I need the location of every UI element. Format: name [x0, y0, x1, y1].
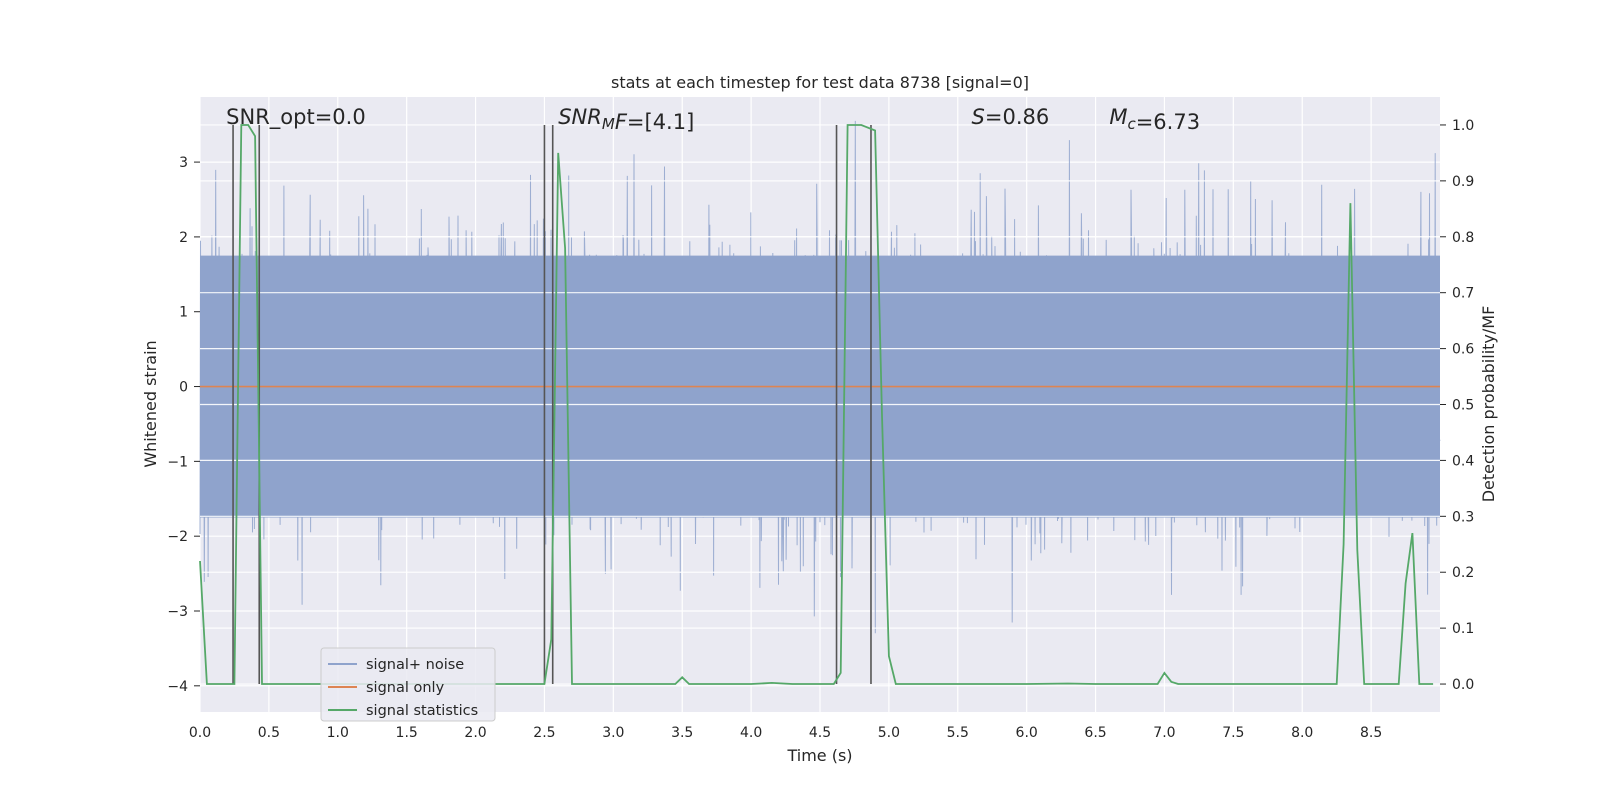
x-tick-label: 1.5	[396, 725, 418, 741]
x-tick-label: 3.5	[671, 725, 693, 741]
x-tick-label: 5.5	[947, 725, 969, 741]
y-left-tick-label: −3	[167, 604, 188, 620]
x-tick-label: 5.0	[878, 725, 900, 741]
y-axis-left-title: Whitened strain	[141, 340, 160, 467]
y-right-tick-label: 0.9	[1452, 174, 1474, 190]
x-tick-label: 0.0	[189, 725, 211, 741]
y-right-tick-label: 0.6	[1452, 342, 1474, 358]
y-right-tick-label: 0.7	[1452, 286, 1474, 302]
x-tick-label: 0.5	[258, 725, 280, 741]
y-left-tick-label: 0	[179, 380, 188, 396]
x-axis-title: Time (s)	[786, 746, 852, 765]
legend: signal+ noise signal only signal statistic…	[320, 647, 496, 722]
y-axis-left-ticks: 3 2 1 0 −1 −2 −3 −4	[167, 155, 200, 695]
y-right-tick-label: 0.3	[1452, 509, 1474, 525]
y-right-tick-label: 0.8	[1452, 230, 1474, 246]
y-left-tick-label: −1	[167, 454, 188, 470]
legend-label: signal statistics	[366, 703, 478, 719]
y-left-tick-label: 1	[179, 305, 188, 321]
y-right-tick-label: 0.4	[1452, 453, 1474, 469]
y-right-tick-label: 0.2	[1452, 565, 1474, 581]
y-left-tick-label: 2	[179, 230, 188, 246]
y-right-tick-label: 0.1	[1452, 621, 1474, 637]
y-axis-right-title: Detection probability/MF	[1479, 306, 1498, 503]
y-right-tick-label: 1.0	[1452, 118, 1474, 134]
annotations: SNR_opt=0.0 SNRMF=[4.1] S=0.86 Mc=6.73	[226, 105, 1200, 134]
x-tick-label: 8.0	[1291, 725, 1313, 741]
x-tick-label: 7.5	[1222, 725, 1244, 741]
x-tick-label: 2.5	[533, 725, 555, 741]
legend-box	[320, 647, 496, 722]
x-axis-ticks: 0.0 0.5 1.0 1.5 2.0 2.5 3.0 3.5 4.0 4.5 5.0 5.5 6.0 6…	[189, 725, 1382, 741]
annotation-text: SNR_opt=0.0	[226, 105, 366, 130]
annotation-text: Mc=6.73	[1109, 105, 1200, 134]
y-left-tick-label: 3	[179, 155, 188, 171]
x-tick-label: 4.0	[740, 725, 762, 741]
legend-label: signal only	[366, 680, 445, 696]
legend-label: signal+ noise	[366, 657, 464, 673]
annotation-text: SNRMF=[4.1]	[558, 105, 694, 134]
y-left-tick-label: −4	[167, 679, 188, 695]
y-left-tick-label: −2	[167, 529, 188, 545]
x-tick-label: 7.0	[1153, 725, 1175, 741]
y-right-tick-label: 0.0	[1452, 677, 1474, 693]
annotation-text: S=0.86	[972, 105, 1050, 129]
x-tick-label: 6.5	[1084, 725, 1106, 741]
y-right-tick-label: 0.5	[1452, 398, 1474, 414]
x-tick-label: 3.0	[602, 725, 624, 741]
x-tick-label: 8.5	[1360, 725, 1382, 741]
grid-overlay	[200, 124, 1440, 685]
chart-title: stats at each timestep for test data 873…	[611, 73, 1029, 92]
x-tick-label: 1.0	[327, 725, 349, 741]
signal-statistics-series	[199, 124, 1434, 685]
x-tick-label: 6.0	[1016, 725, 1038, 741]
x-tick-label: 2.0	[464, 725, 486, 741]
x-tick-label: 4.5	[809, 725, 831, 741]
y-axis-right-ticks: 1.0 0.9 0.8 0.7 0.6 0.5 0.4 0.3 0.2 0.1 0.0	[1440, 118, 1474, 693]
